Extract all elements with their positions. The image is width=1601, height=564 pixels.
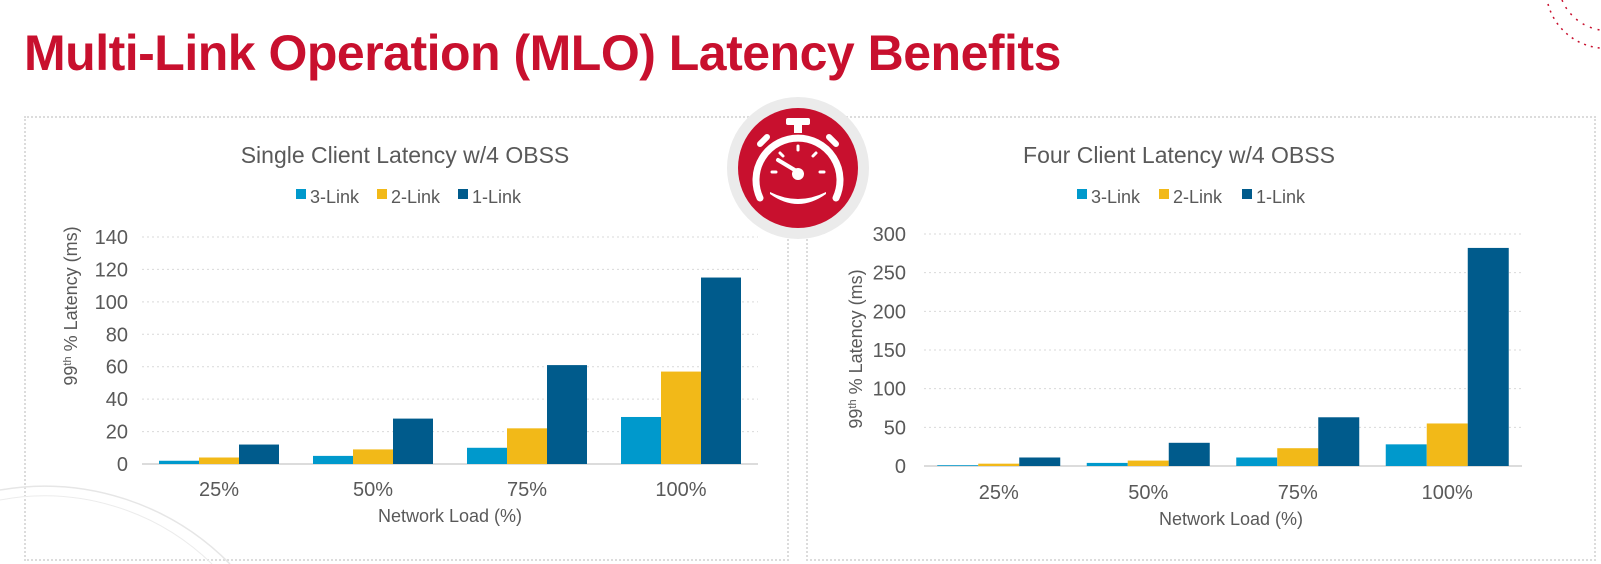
y-axis-label-prefix: 99 bbox=[61, 366, 81, 386]
x-tick-label: 100% bbox=[655, 479, 706, 501]
bar-3-link-75pct bbox=[1236, 457, 1278, 466]
y-tick-label: 50 bbox=[884, 417, 906, 439]
x-tick-label: 25% bbox=[979, 482, 1019, 504]
y-tick-label: 80 bbox=[106, 324, 128, 346]
bar-1-link-75pct bbox=[1318, 417, 1360, 466]
y-ticks: 0 50 100 150 200 250 300 bbox=[873, 224, 906, 478]
legend-swatch-2-link bbox=[377, 189, 387, 199]
bar-2-link-100pct bbox=[1426, 423, 1468, 466]
y-axis-label-sup: th bbox=[62, 356, 74, 365]
legend-label-3-link: 3-Link bbox=[1091, 187, 1141, 207]
y-tick-label: 40 bbox=[106, 389, 128, 411]
y-tick-label: 60 bbox=[106, 357, 128, 379]
legend-label-3-link: 3-Link bbox=[310, 187, 360, 207]
y-tick-label: 140 bbox=[95, 227, 128, 249]
y-tick-label: 0 bbox=[117, 454, 128, 476]
legend-swatch-2-link bbox=[1159, 189, 1169, 199]
bar-2-link-50pct bbox=[353, 449, 393, 464]
bar-2-link-75pct bbox=[507, 428, 547, 464]
bar-3-link-25pct bbox=[937, 465, 979, 466]
y-tick-label: 20 bbox=[106, 422, 128, 444]
y-axis-label: 99th % Latency (ms) bbox=[61, 226, 81, 385]
y-tick-label: 100 bbox=[95, 292, 128, 314]
bar-2-link-75pct bbox=[1277, 448, 1319, 466]
chart-panel-single-client bbox=[24, 116, 789, 561]
chart-title: Single Client Latency w/4 OBSS bbox=[241, 142, 570, 168]
x-ticks: 25% 50% 75% 100% bbox=[199, 479, 707, 501]
bar-3-link-50pct bbox=[1086, 462, 1128, 466]
bar-1-link-75pct bbox=[547, 365, 587, 464]
chart-panel-four-client bbox=[806, 116, 1596, 561]
bars bbox=[937, 247, 1509, 466]
bar-2-link-25pct bbox=[199, 457, 239, 464]
bar-2-link-50pct bbox=[1127, 460, 1169, 466]
legend-label-2-link: 2-Link bbox=[1173, 187, 1223, 207]
legend: 3-Link 2-Link 1-Link bbox=[1077, 187, 1306, 207]
y-ticks: 0 20 40 60 80 100 120 140 bbox=[95, 227, 128, 476]
bar-1-link-50pct bbox=[393, 418, 433, 464]
page-title: Multi-Link Operation (MLO) Latency Benef… bbox=[24, 25, 1061, 81]
y-axis-label-rest: % Latency (ms) bbox=[846, 269, 866, 399]
bar-1-link-100pct bbox=[1467, 247, 1509, 466]
y-tick-label: 120 bbox=[95, 259, 128, 281]
y-axis-label-sup: th bbox=[847, 399, 859, 408]
legend: 3-Link 2-Link 1-Link bbox=[296, 187, 522, 207]
bar-1-link-25pct bbox=[1019, 457, 1061, 466]
x-tick-label: 25% bbox=[199, 479, 239, 501]
y-tick-label: 250 bbox=[873, 263, 906, 285]
y-tick-label: 150 bbox=[873, 340, 906, 362]
y-tick-label: 0 bbox=[895, 456, 906, 478]
chart-title: Four Client Latency w/4 OBSS bbox=[1023, 142, 1335, 168]
x-axis-label: Network Load (%) bbox=[378, 506, 522, 526]
x-axis-label: Network Load (%) bbox=[1159, 509, 1303, 529]
bar-3-link-100pct bbox=[621, 416, 661, 464]
x-tick-label: 75% bbox=[1278, 482, 1318, 504]
x-tick-label: 75% bbox=[507, 479, 547, 501]
bar-2-link-25pct bbox=[978, 463, 1020, 466]
bar-3-link-50pct bbox=[313, 455, 353, 464]
legend-swatch-1-link bbox=[1242, 189, 1252, 199]
y-axis-label: 99th % Latency (ms) bbox=[846, 269, 866, 428]
legend-label-2-link: 2-Link bbox=[391, 187, 441, 207]
x-tick-label: 50% bbox=[353, 479, 393, 501]
x-tick-label: 100% bbox=[1422, 482, 1473, 504]
bar-1-link-25pct bbox=[239, 444, 279, 464]
bar-3-link-75pct bbox=[467, 447, 507, 464]
x-ticks: 25% 50% 75% 100% bbox=[979, 482, 1473, 504]
legend-label-1-link: 1-Link bbox=[472, 187, 522, 207]
y-tick-label: 200 bbox=[873, 301, 906, 323]
bars bbox=[159, 277, 741, 464]
legend-swatch-1-link bbox=[458, 189, 468, 199]
bar-1-link-50pct bbox=[1168, 442, 1210, 466]
y-tick-label: 300 bbox=[873, 224, 906, 246]
bar-3-link-25pct bbox=[159, 460, 199, 464]
bar-1-link-100pct bbox=[701, 277, 741, 464]
legend-swatch-3-link bbox=[296, 189, 306, 199]
legend-swatch-3-link bbox=[1077, 189, 1087, 199]
bar-2-link-100pct bbox=[661, 371, 701, 464]
bar-3-link-100pct bbox=[1385, 444, 1427, 466]
x-tick-label: 50% bbox=[1128, 482, 1168, 504]
y-axis-label-rest: % Latency (ms) bbox=[61, 226, 81, 356]
y-tick-label: 100 bbox=[873, 379, 906, 401]
y-axis-label-prefix: 99 bbox=[846, 409, 866, 429]
legend-label-1-link: 1-Link bbox=[1256, 187, 1306, 207]
